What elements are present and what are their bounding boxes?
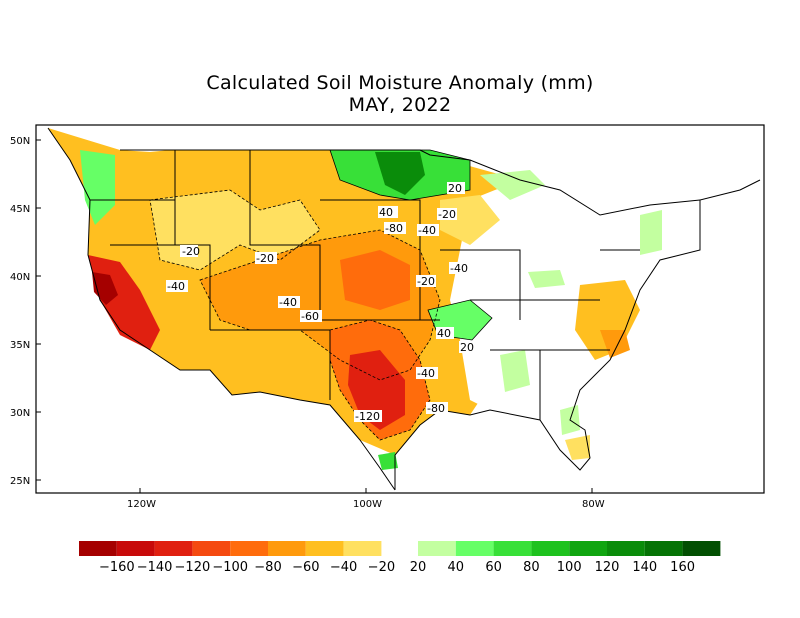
contour-label: -80 <box>427 402 445 415</box>
contour-lines <box>149 189 441 441</box>
legend-swatch-negative <box>268 541 306 556</box>
legend-swatch-negative <box>305 541 344 556</box>
anomaly-fills <box>48 128 700 470</box>
legend-label: 80 <box>523 560 540 575</box>
legend-swatch-positive <box>493 541 532 556</box>
region-minus160-core <box>92 272 118 305</box>
legend-swatch-positive <box>607 541 645 556</box>
color-legend: −160 −140 −120 −100 −80 −60 −40 −20 20 40 60 80 100 1… <box>79 541 721 575</box>
latitude-axis: 50N 45N 40N 35N 30N 25N <box>10 136 41 487</box>
region-wet-pnw <box>80 150 115 225</box>
legend-label: −80 <box>254 560 281 575</box>
contour-label: 40 <box>379 206 393 219</box>
contour-value-labels: -20 -40 -20 -40 -60 -80 -40 -20 -40 -20 … <box>166 182 477 423</box>
region-wet-ohio <box>528 270 565 288</box>
region-minus20-ne <box>440 195 500 245</box>
contour-label: -40 <box>417 367 435 380</box>
contour-label: 20 <box>448 182 462 195</box>
legend-label: −60 <box>292 560 319 575</box>
legend-label: −160 <box>99 560 135 575</box>
region-wet-nc <box>640 210 662 255</box>
region-wet-south <box>500 350 530 392</box>
longitude-axis: 120W 100W 80W <box>127 488 605 510</box>
legend-swatch-positive <box>455 541 494 556</box>
contour-label: -20 <box>417 275 435 288</box>
legend-swatch-positive <box>644 541 683 556</box>
legend-label: 60 <box>485 560 502 575</box>
region-wet-northdakota-core <box>375 152 425 195</box>
legend-swatch-positive <box>682 541 721 556</box>
lat-label: 40N <box>10 272 30 283</box>
legend-swatch-negative <box>116 541 155 556</box>
region-minus80-kansas <box>340 250 410 310</box>
legend-label: 160 <box>670 560 695 575</box>
map-subtitle: MAY, 2022 <box>348 94 452 116</box>
lat-label: 45N <box>10 204 30 215</box>
legend-label: −100 <box>212 560 248 575</box>
legend-swatch-negative <box>343 541 382 556</box>
legend-label: 40 <box>448 560 465 575</box>
legend-label: −120 <box>175 560 211 575</box>
legend-swatch-negative <box>192 541 231 556</box>
legend-label: −140 <box>137 560 173 575</box>
legend-swatch-positive <box>569 541 607 556</box>
legend-swatch-negative <box>79 541 117 556</box>
legend-label: 120 <box>595 560 620 575</box>
legend-swatch-negative <box>230 541 268 556</box>
lat-label: 25N <box>10 476 30 487</box>
contour-label: -80 <box>385 222 403 235</box>
contour-label: -40 <box>167 280 185 293</box>
contour-label: -40 <box>418 224 436 237</box>
lon-label: 100W <box>353 499 382 510</box>
contour-label: -40 <box>450 262 468 275</box>
legend-swatch-positive <box>531 541 570 556</box>
legend-label: 140 <box>632 560 657 575</box>
lat-label: 35N <box>10 340 30 351</box>
contour-label: -120 <box>355 410 380 423</box>
contour-label: -20 <box>256 252 274 265</box>
region-wet-minn <box>480 170 545 200</box>
lat-label: 50N <box>10 136 30 147</box>
lat-label: 30N <box>10 408 30 419</box>
region-minus60-carolina <box>600 330 630 358</box>
legend-label: −40 <box>330 560 357 575</box>
legend-label: 100 <box>557 560 582 575</box>
legend-swatch-positive <box>418 541 456 556</box>
region-dry-florida <box>565 435 590 460</box>
legend-label: −20 <box>368 560 395 575</box>
lon-label: 120W <box>127 499 156 510</box>
lon-label: 80W <box>582 499 605 510</box>
map-title: Calculated Soil Moisture Anomaly (mm) <box>206 72 594 94</box>
contour-label: 20 <box>460 341 474 354</box>
contour-label: -60 <box>301 310 319 323</box>
map-frame <box>35 124 765 494</box>
contour-label: -40 <box>279 296 297 309</box>
legend-swatch-negative <box>154 541 193 556</box>
legend-label: 20 <box>410 560 427 575</box>
region-wet-texas-tip <box>378 452 398 470</box>
contour-label: -20 <box>182 245 200 258</box>
region-normal-east <box>450 180 700 470</box>
contour-label: 40 <box>437 327 451 340</box>
contour-label: -20 <box>438 208 456 221</box>
